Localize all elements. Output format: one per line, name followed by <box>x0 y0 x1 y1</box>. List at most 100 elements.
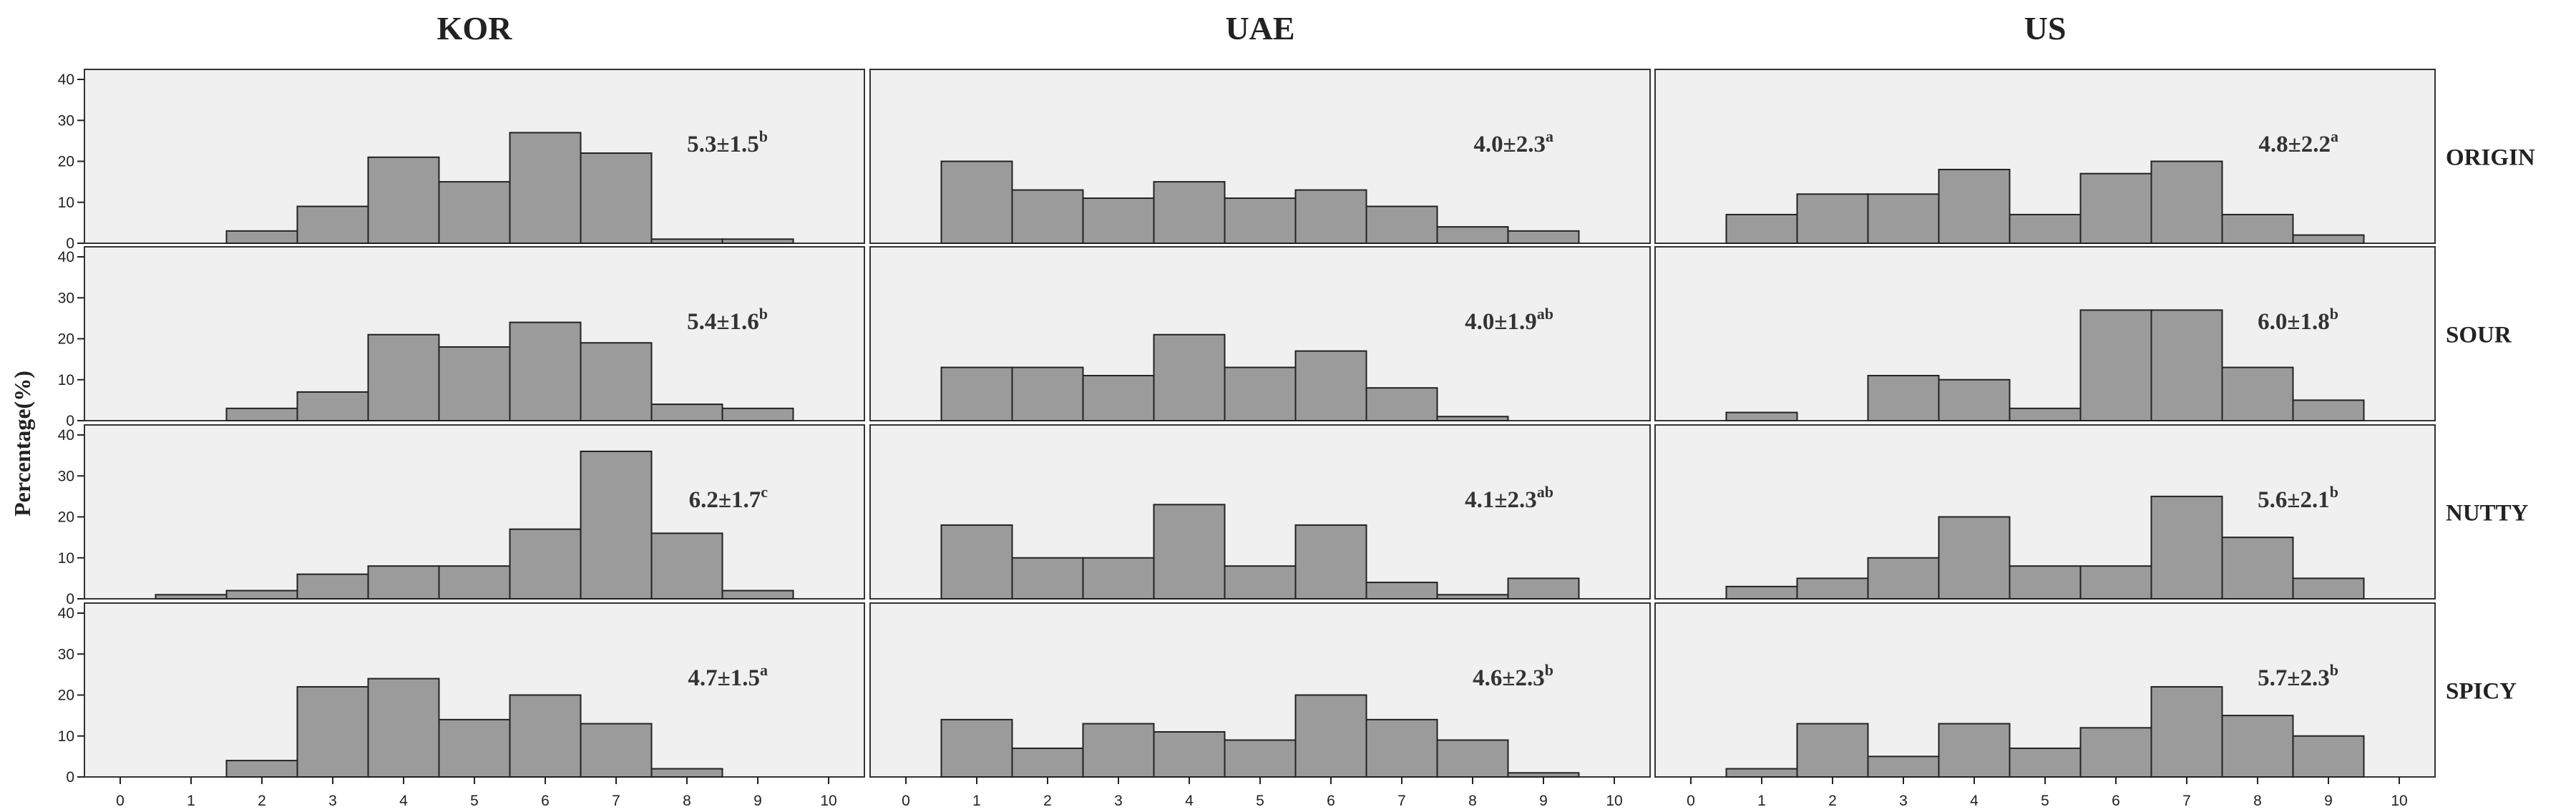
y-tick-label: 40 <box>58 249 74 265</box>
column-title-us: US <box>2024 10 2067 47</box>
bar-bin-8 <box>1436 416 1509 422</box>
bar-bin-8 <box>2221 715 2294 778</box>
bar-bin-1 <box>1725 213 1798 244</box>
mean-sd-annotation: 4.0±2.3a <box>1473 127 1553 157</box>
bar-bin-8 <box>1436 226 1509 245</box>
bar-bin-2 <box>1796 193 1869 244</box>
bar-bin-5 <box>2009 213 2082 244</box>
bar-bin-5 <box>438 181 511 244</box>
bar-bin-3 <box>1867 755 1940 778</box>
row-label-nutty: NUTTY <box>2446 501 2529 527</box>
x-tick-label: 10 <box>820 793 836 809</box>
bar-bin-7 <box>2150 495 2223 600</box>
mean-sd-annotation: 6.0±1.8b <box>2258 305 2338 335</box>
panel-kor-sour: 0 10 20 30 40 5.4±1.6b <box>58 246 865 429</box>
bar-bin-4 <box>367 678 440 778</box>
x-tick-label: 1 <box>1757 793 1766 809</box>
y-tick-label: 10 <box>58 550 74 567</box>
y-tick-label: 0 <box>66 235 74 252</box>
mean-sd-annotation: 4.0±1.9ab <box>1465 305 1553 335</box>
panels: 0 10 20 30 40 5.3±1.5b 4.0±2.3a 4.8±2.2a 0 10 20 30… <box>58 69 2436 786</box>
bar-bin-7 <box>2150 309 2223 421</box>
bar-bin-5 <box>438 718 511 778</box>
bar-bin-7 <box>580 450 653 600</box>
bar-bin-6 <box>2079 309 2152 421</box>
panel-us-sour: 6.0±1.8b <box>1654 246 2436 422</box>
x-axes: 0 1 2 3 4 5 6 7 8 9 10 0 1 2 3 4 5 6 7 8 9 10 0 1 2 3 4 5 6 7 8 9 10 <box>116 777 2408 809</box>
bar-bin-5 <box>1224 565 1297 600</box>
x-axis-uae: 0 1 2 3 4 5 6 7 8 9 10 <box>902 777 1623 809</box>
mean-sd-annotation: 4.7±1.5a <box>688 661 768 691</box>
bar-bin-6 <box>509 694 582 778</box>
x-tick-label: 7 <box>612 793 620 809</box>
x-tick-label: 9 <box>1539 793 1548 809</box>
bar-bin-2 <box>225 407 298 422</box>
x-tick-label: 4 <box>1185 793 1194 809</box>
bar-bin-9 <box>2292 735 2365 778</box>
bar-bin-2 <box>1796 577 1869 600</box>
panel-uae-origin: 4.0±2.3a <box>869 69 1651 245</box>
bar-bin-6 <box>2079 172 2152 244</box>
bar-bin-4 <box>1938 723 2011 778</box>
x-tick-label: 5 <box>470 793 479 809</box>
x-tick-label: 10 <box>1606 793 1622 809</box>
x-tick-label: 6 <box>541 793 550 809</box>
bar-bin-3 <box>296 205 369 245</box>
bar-bin-5 <box>2009 407 2082 422</box>
bar-bin-5 <box>438 565 511 600</box>
y-tick-label: 10 <box>58 728 74 745</box>
bar-bin-2 <box>1011 189 1084 245</box>
bar-bin-8 <box>650 403 723 421</box>
bar-bin-3 <box>1082 197 1155 244</box>
x-tick-label: 1 <box>187 793 195 809</box>
bar-bin-9 <box>2292 577 2365 600</box>
panel-background <box>1654 246 2436 421</box>
bar-bin-9 <box>721 590 794 600</box>
bar-bin-4 <box>1938 168 2011 244</box>
bar-bin-9 <box>721 407 794 422</box>
bar-bin-7 <box>2150 160 2223 244</box>
mean-sd-annotation: 4.1±2.3ab <box>1465 483 1553 513</box>
column-title-uae: UAE <box>1225 10 1294 47</box>
bar-bin-8 <box>1436 594 1509 600</box>
x-tick-label: 6 <box>1327 793 1335 809</box>
y-axis-label: Percentage(%) <box>9 371 35 517</box>
column-titles: KOR UAE US <box>437 10 2067 47</box>
panel-kor-nutty: 0 10 20 30 40 6.2±1.7c <box>58 424 865 607</box>
bar-bin-6 <box>509 132 582 244</box>
bar-bin-9 <box>2292 234 2365 244</box>
x-tick-label: 2 <box>1828 793 1837 809</box>
x-tick-label: 8 <box>2253 793 2262 809</box>
y-tick-label: 0 <box>66 591 74 607</box>
bar-bin-5 <box>2009 565 2082 600</box>
bar-bin-1 <box>940 160 1013 244</box>
bar-bin-1 <box>940 718 1013 778</box>
x-tick-label: 2 <box>1043 793 1052 809</box>
bar-bin-6 <box>1294 524 1367 600</box>
x-tick-label: 2 <box>258 793 266 809</box>
row-labels: ORIGIN SOUR NUTTY SPICY <box>2446 145 2535 705</box>
y-tick-label: 0 <box>66 769 74 786</box>
panel-kor-origin: 0 10 20 30 40 5.3±1.5b <box>58 69 865 252</box>
bar-bin-6 <box>509 321 582 421</box>
x-tick-label: 7 <box>2182 793 2191 809</box>
bar-bin-7 <box>580 723 653 778</box>
y-tick-label: 20 <box>58 331 74 348</box>
bar-bin-3 <box>296 686 369 778</box>
bar-bin-7 <box>1365 582 1438 600</box>
bar-bin-8 <box>2221 213 2294 244</box>
bar-bin-4 <box>367 333 440 421</box>
x-axis-us: 0 1 2 3 4 5 6 7 8 9 10 <box>1687 777 2408 809</box>
bar-bin-6 <box>2079 565 2152 600</box>
bar-bin-2 <box>1011 747 1084 778</box>
bar-bin-6 <box>2079 727 2152 778</box>
bar-bin-2 <box>225 760 298 778</box>
row-label-spicy: SPICY <box>2446 679 2517 705</box>
bar-bin-8 <box>650 238 723 244</box>
bar-bin-9 <box>1507 772 1580 778</box>
mean-sd-annotation: 5.7±2.3b <box>2258 661 2338 691</box>
bar-bin-7 <box>2150 686 2223 778</box>
bar-bin-8 <box>2221 537 2294 600</box>
mean-sd-annotation: 5.6±2.1b <box>2258 483 2338 513</box>
